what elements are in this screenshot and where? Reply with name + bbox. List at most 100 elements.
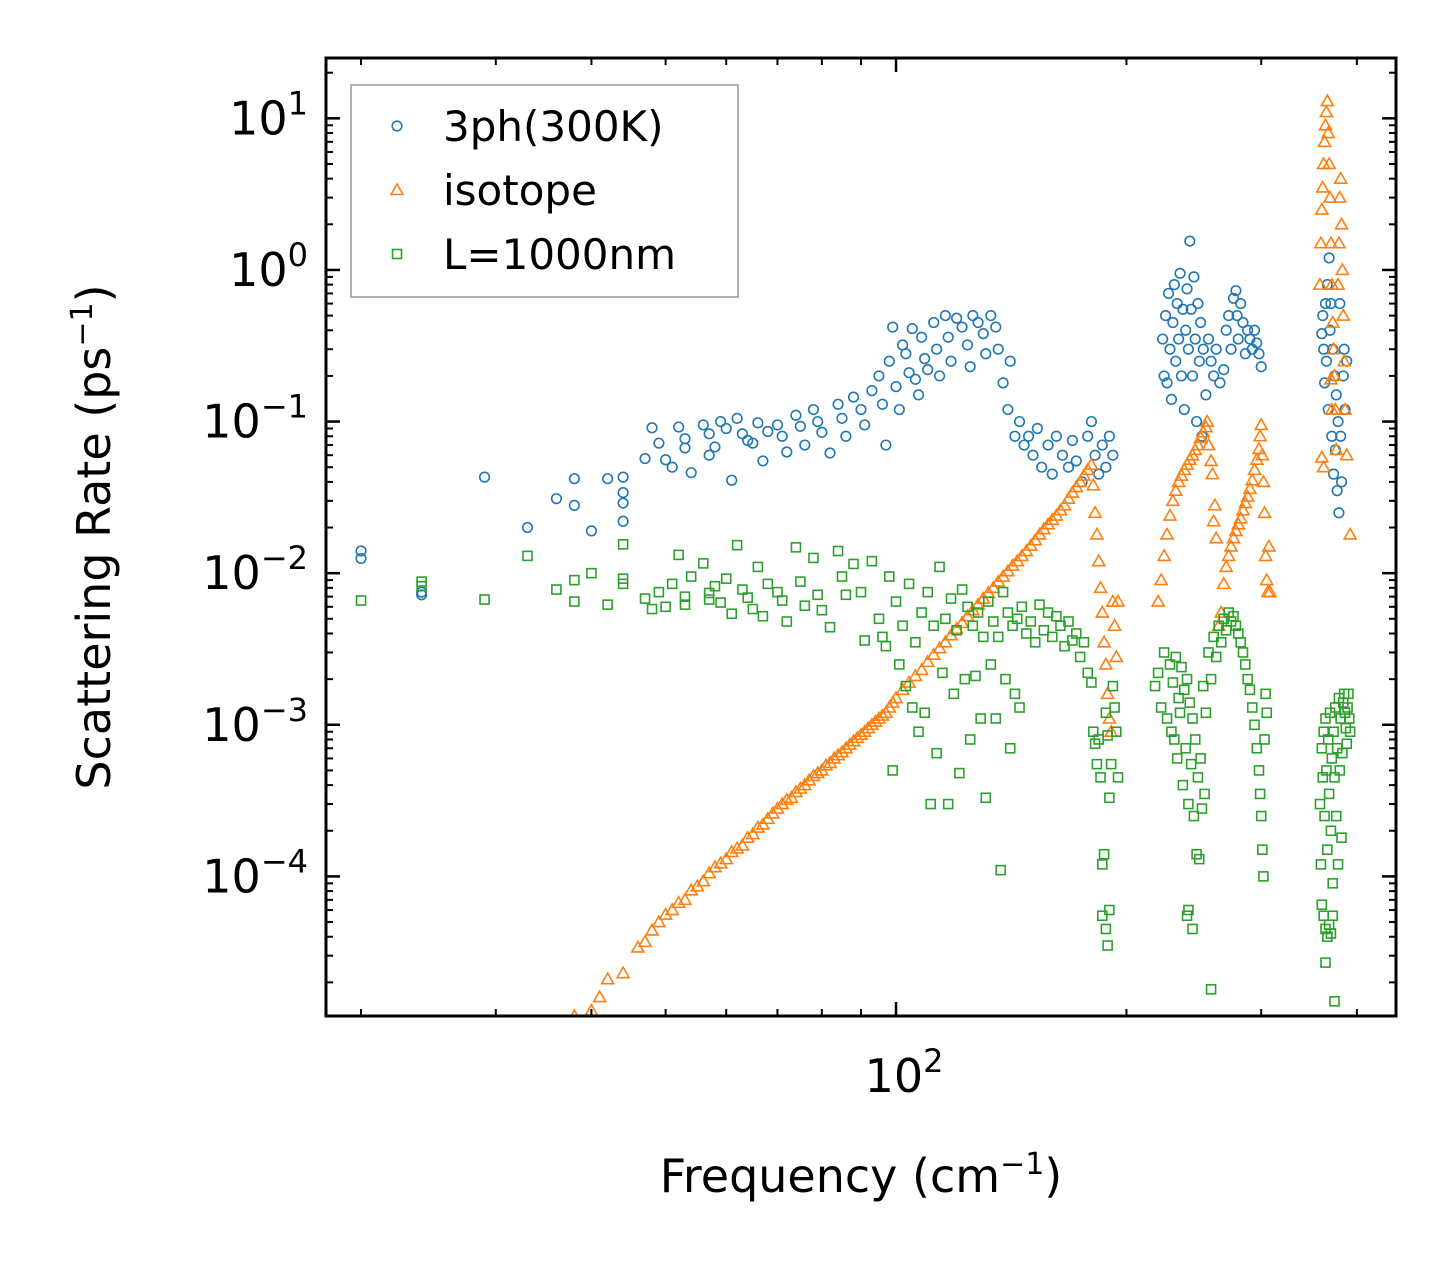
- data-point: [1257, 844, 1268, 855]
- data-point: [1314, 449, 1330, 463]
- data-point: [1087, 726, 1099, 738]
- data-point: [846, 733, 861, 747]
- data-point: [1158, 370, 1170, 382]
- data-point: [1227, 292, 1240, 304]
- data-point: [637, 934, 653, 948]
- data-point: [713, 855, 729, 869]
- data-point: [1335, 262, 1350, 276]
- data-point: [1074, 651, 1086, 663]
- data-point: [880, 439, 892, 451]
- data-point: [1078, 636, 1090, 648]
- data-point: [922, 364, 934, 376]
- data-point: [703, 449, 715, 461]
- data-point: [1323, 252, 1335, 264]
- data-point: [990, 321, 1002, 333]
- data-point: [948, 688, 960, 700]
- data-point: [1221, 548, 1237, 562]
- data-point: [1260, 688, 1271, 700]
- data-point: [1323, 235, 1339, 249]
- data-point: [735, 837, 750, 851]
- data-point: [1247, 462, 1262, 476]
- data-point: [617, 486, 629, 499]
- data-point: [794, 420, 806, 432]
- data-point: [1157, 333, 1169, 345]
- data-point: [1331, 235, 1347, 249]
- data-point: [1244, 472, 1260, 486]
- data-point: [1206, 513, 1222, 527]
- data-point: [970, 597, 986, 610]
- data-point: [1332, 189, 1348, 203]
- data-point: [1201, 437, 1216, 451]
- data-point: [781, 446, 793, 458]
- data-point: [790, 542, 802, 553]
- data-point: [416, 580, 427, 592]
- data-point: [1335, 430, 1347, 442]
- data-point: [972, 316, 984, 329]
- data-point: [1086, 677, 1097, 688]
- data-point: [1009, 688, 1021, 700]
- data-point: [653, 437, 665, 449]
- data-point: [1258, 548, 1273, 562]
- data-point: [1226, 530, 1241, 544]
- data-point: [740, 830, 756, 843]
- data-point: [1158, 647, 1170, 658]
- data-point: [1057, 497, 1072, 511]
- data-point: [1050, 430, 1062, 442]
- data-point: [703, 587, 715, 599]
- data-point: [683, 882, 699, 896]
- data-point: [1214, 377, 1226, 389]
- data-point: [1189, 734, 1201, 745]
- data-point: [1002, 607, 1014, 618]
- data-point: [1190, 437, 1206, 451]
- data-point: [1252, 428, 1268, 442]
- data-point: [910, 636, 921, 648]
- data-point: [1173, 692, 1184, 704]
- data-point: [1085, 477, 1101, 491]
- data-point: [1029, 636, 1041, 648]
- data-layer: [355, 93, 1358, 1016]
- data-point: [945, 355, 957, 367]
- data-point: [1108, 649, 1124, 663]
- data-point: [1164, 659, 1176, 670]
- data-point: [1016, 601, 1028, 613]
- data-point: [1111, 726, 1122, 738]
- data-point: [600, 971, 616, 985]
- data-point: [720, 422, 732, 435]
- data-point: [1242, 673, 1253, 685]
- data-point: [788, 784, 804, 798]
- data-point: [1161, 713, 1173, 724]
- data-point: [985, 309, 997, 322]
- data-point: [888, 690, 904, 704]
- data-point: [1093, 580, 1108, 594]
- data-point: [1254, 447, 1270, 461]
- data-point: [1044, 512, 1060, 526]
- data-point: [807, 403, 820, 416]
- data-point: [887, 765, 898, 776]
- data-point: [1256, 474, 1271, 488]
- data-point: [1102, 940, 1113, 951]
- data-point: [977, 328, 989, 340]
- data-point: [859, 419, 871, 431]
- data-point: [1082, 430, 1094, 442]
- data-point: [1100, 923, 1112, 935]
- data-point: [1199, 788, 1210, 800]
- data-point: [1087, 505, 1103, 519]
- data-point: [903, 367, 915, 379]
- data-point: [959, 673, 971, 685]
- data-point: [673, 549, 684, 561]
- data-point: [1223, 309, 1235, 322]
- data-point: [1210, 651, 1222, 663]
- data-point: [1153, 572, 1169, 586]
- data-point: [1200, 707, 1212, 719]
- data-point: [1320, 125, 1336, 139]
- data-point: [1181, 910, 1193, 922]
- data-point: [750, 819, 766, 833]
- data-point: [1183, 798, 1194, 810]
- data-point: [522, 550, 533, 562]
- data-point: [1322, 189, 1338, 203]
- data-point: [1168, 279, 1180, 291]
- data-point: [615, 965, 631, 979]
- data-point: [1235, 636, 1246, 648]
- data-point: [1197, 680, 1209, 692]
- data-point: [747, 437, 759, 449]
